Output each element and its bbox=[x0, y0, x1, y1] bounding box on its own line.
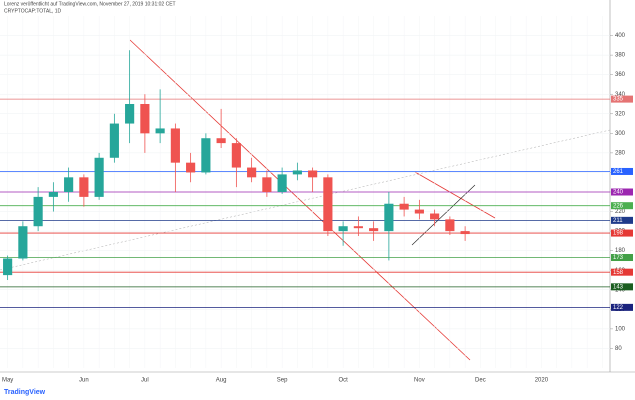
level-label-bg bbox=[611, 254, 633, 262]
candle-body bbox=[33, 196, 43, 227]
candle-body bbox=[125, 104, 135, 124]
level-label-bg bbox=[611, 188, 633, 196]
candle-body bbox=[64, 177, 74, 192]
level-label-bg bbox=[611, 95, 633, 103]
y-tick-label: 100 bbox=[615, 326, 626, 332]
y-tick-label: 220 bbox=[615, 209, 626, 215]
candle-body bbox=[109, 123, 119, 158]
candle-body bbox=[155, 128, 165, 134]
candle-body bbox=[79, 177, 89, 197]
level-label-bg bbox=[611, 283, 633, 291]
level-label-bg bbox=[611, 229, 633, 237]
wedge-line bbox=[414, 171, 496, 219]
level-label: 198 bbox=[613, 231, 624, 237]
candle-body bbox=[216, 138, 226, 144]
x-tick-label: Aug bbox=[216, 378, 227, 384]
candle-body bbox=[201, 138, 211, 173]
candle-body bbox=[292, 170, 302, 175]
candle-body bbox=[430, 213, 440, 220]
level-label-bg bbox=[611, 268, 633, 276]
candle-body bbox=[231, 143, 241, 168]
level-label: 143 bbox=[613, 284, 624, 290]
x-tick-label: Nov bbox=[414, 378, 425, 384]
level-label: 261 bbox=[613, 169, 624, 175]
candle-body bbox=[247, 167, 257, 178]
level-label: 122 bbox=[613, 305, 624, 311]
candle-body bbox=[140, 104, 150, 134]
trend-line bbox=[129, 39, 471, 361]
candle-body bbox=[48, 192, 58, 197]
level-label-bg bbox=[611, 167, 633, 175]
level-label: 335 bbox=[613, 97, 624, 103]
trend-line-dotted bbox=[0, 129, 611, 271]
candle-body bbox=[399, 203, 409, 210]
y-tick-label: 180 bbox=[615, 248, 626, 254]
chart-title: CRYPTOCAP:TOTAL, 1D bbox=[4, 8, 62, 14]
x-tick-label: Dec bbox=[475, 378, 486, 384]
y-tick-label: 140 bbox=[615, 287, 626, 293]
candle-body bbox=[308, 170, 318, 178]
x-tick-label: May bbox=[2, 378, 13, 384]
y-tick-label: 280 bbox=[615, 150, 626, 156]
x-tick-label: Jun bbox=[79, 378, 89, 384]
y-tick-label: 340 bbox=[615, 92, 626, 98]
candle-body bbox=[186, 162, 196, 173]
candle-body bbox=[414, 209, 424, 214]
y-tick-label: 320 bbox=[615, 111, 626, 117]
candle-body bbox=[353, 226, 363, 229]
candle-body bbox=[18, 226, 28, 259]
y-tick-label: 380 bbox=[615, 53, 626, 59]
brand: TradingView bbox=[4, 389, 46, 396]
y-tick-label: 300 bbox=[615, 131, 626, 137]
candle-body bbox=[262, 177, 272, 192]
candle-body bbox=[94, 157, 104, 197]
y-tick-label: 400 bbox=[615, 33, 626, 39]
level-label: 173 bbox=[613, 255, 624, 261]
candle-body bbox=[384, 203, 394, 232]
level-label-bg bbox=[611, 303, 633, 311]
subtitle: Lorenz veröffentlicht auf TradingView.co… bbox=[4, 1, 176, 7]
level-label: 158 bbox=[613, 270, 624, 276]
x-tick-label: Jul bbox=[141, 378, 149, 384]
level-label: 211 bbox=[613, 218, 623, 224]
candle-body bbox=[460, 231, 470, 235]
y-tick-label: 80 bbox=[615, 346, 622, 352]
candle-body bbox=[369, 228, 379, 232]
candle-body bbox=[338, 226, 348, 232]
level-label: 240 bbox=[613, 190, 624, 196]
x-tick-label: Oct bbox=[338, 378, 348, 384]
candle-body bbox=[170, 128, 180, 163]
candle-body bbox=[277, 174, 287, 192]
candle-body bbox=[445, 219, 455, 232]
x-tick-label: 2020 bbox=[535, 378, 549, 384]
y-tick-label: 360 bbox=[615, 72, 626, 78]
x-tick-label: Sep bbox=[277, 378, 288, 384]
level-label: 226 bbox=[613, 203, 624, 209]
candle-body bbox=[323, 177, 333, 232]
level-label-bg bbox=[611, 202, 633, 210]
wedge-line bbox=[411, 184, 476, 246]
candle-body bbox=[3, 258, 13, 276]
level-label-bg bbox=[611, 216, 633, 224]
